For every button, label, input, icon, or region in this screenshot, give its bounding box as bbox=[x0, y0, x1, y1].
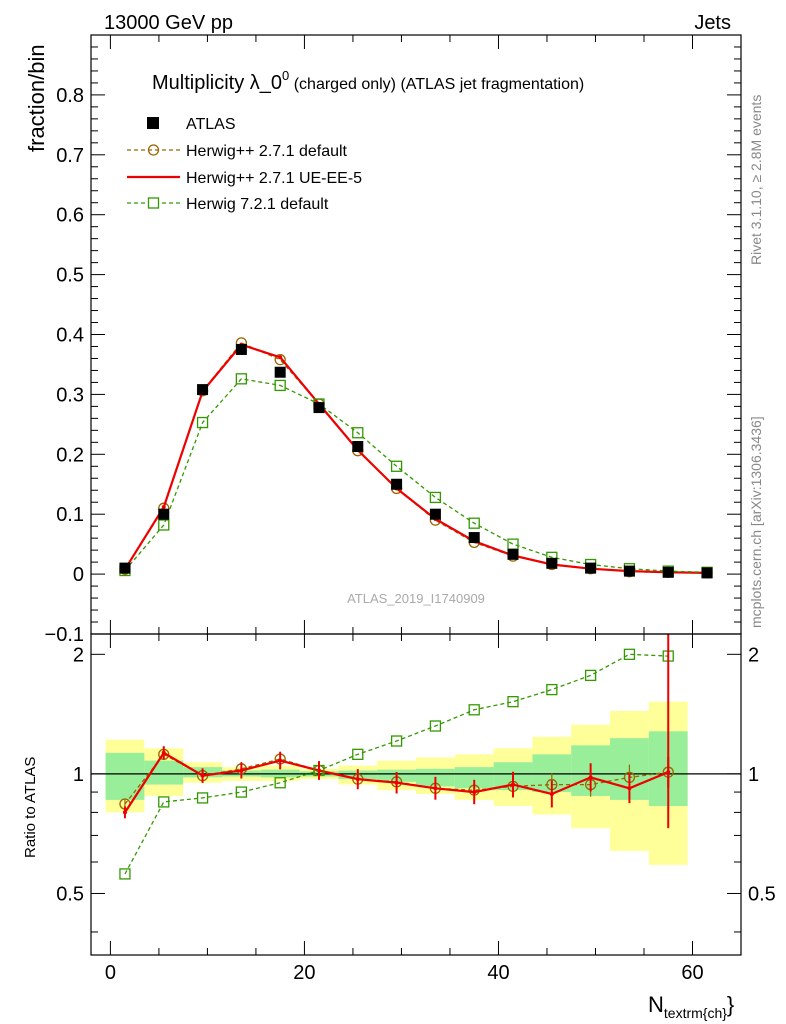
series-point-2 bbox=[161, 505, 166, 510]
series-point-3 bbox=[274, 379, 286, 392]
ratio-tick-label-left: 1 bbox=[73, 764, 84, 786]
ratio-line-3 bbox=[124, 653, 669, 875]
rivet-version-label: Rivet 3.1.10, ≥ 2.8M events bbox=[748, 95, 764, 265]
mcplots-label: mcplots.cern.ch [arXiv:1306.3436] bbox=[748, 416, 764, 628]
ratio-tick-label-left: 0.5 bbox=[56, 883, 84, 905]
data-point-atlas bbox=[197, 384, 209, 396]
series-point-3 bbox=[158, 519, 170, 531]
legend-label-herwig-default: Herwig++ 2.7.1 default bbox=[186, 143, 348, 160]
y-tick-label: 0.5 bbox=[56, 265, 84, 287]
series-point-3 bbox=[429, 491, 442, 504]
axes: 0 20 40 60−0.100.10.20.30.40.50.60.70.80.5 0… bbox=[45, 34, 776, 984]
data-point-atlas bbox=[158, 508, 170, 520]
x-axis-label-tail: } bbox=[727, 992, 734, 1017]
legend-label-atlas: ATLAS bbox=[186, 116, 236, 133]
y-tick-label: 0.4 bbox=[56, 325, 84, 347]
legend: ATLAS Herwig++ 2.7.1 default Herwig++ 2.… bbox=[127, 116, 362, 213]
series-line-2 bbox=[124, 343, 708, 574]
data-point-atlas bbox=[546, 557, 558, 569]
series-line-1 bbox=[124, 342, 708, 574]
ratio-point-3 bbox=[507, 696, 519, 708]
data-point-atlas bbox=[313, 402, 325, 414]
data-point-atlas bbox=[662, 566, 674, 578]
y-tick-label: 0.6 bbox=[56, 205, 84, 227]
ratio-y-axis-label: Ratio to ATLAS bbox=[22, 757, 39, 858]
ratio-point-3 bbox=[196, 792, 209, 804]
y-tick-label: 0.2 bbox=[56, 444, 84, 466]
y-tick-label: 0 bbox=[73, 564, 84, 586]
x-tick-label: 40 bbox=[487, 962, 509, 984]
ratio-band-1sigma bbox=[454, 767, 494, 789]
y-tick-label: 0.8 bbox=[56, 85, 84, 107]
header-left: 13000 GeV pp bbox=[104, 12, 233, 34]
series-line-3 bbox=[124, 378, 708, 573]
legend-marker-atlas bbox=[147, 117, 159, 129]
series-point-3 bbox=[196, 416, 209, 429]
data-point-atlas bbox=[623, 565, 635, 577]
ratio-point-3 bbox=[158, 796, 170, 808]
data-point-atlas bbox=[235, 343, 247, 355]
ratio-point-3 bbox=[119, 868, 131, 880]
legend-marker-herwig-default bbox=[147, 144, 160, 156]
series-point-3 bbox=[352, 427, 364, 439]
x-axis-label: Ntextrm{ch}} bbox=[648, 992, 734, 1021]
y-tick-label: −0.1 bbox=[45, 624, 84, 646]
ratio-point-3 bbox=[235, 786, 248, 798]
main-panel bbox=[119, 337, 713, 579]
ratio-point-3 bbox=[390, 735, 403, 747]
ratio-point-3 bbox=[352, 748, 364, 760]
data-point-atlas bbox=[391, 478, 403, 490]
data-point-atlas bbox=[507, 548, 519, 560]
x-tick-label: 60 bbox=[681, 962, 703, 984]
data-point-atlas bbox=[585, 562, 597, 574]
legend-marker-herwig7 bbox=[147, 197, 160, 209]
series-point-3 bbox=[390, 460, 403, 472]
data-point-atlas bbox=[119, 562, 131, 574]
x-tick-label: 20 bbox=[293, 962, 315, 984]
ratio-panel bbox=[91, 634, 741, 880]
series-point-3 bbox=[507, 538, 519, 550]
series-point-1 bbox=[274, 354, 286, 366]
series-point-3 bbox=[235, 373, 248, 385]
x-axis-label-sub: textrm{ch} bbox=[664, 1005, 727, 1021]
chart-title-main: Multiplicity λ_0 bbox=[152, 72, 282, 94]
x-axis-label-main: N bbox=[648, 992, 664, 1017]
data-point-atlas bbox=[352, 441, 364, 453]
legend-label-herwig-ueee5: Herwig++ 2.7.1 UE-EE-5 bbox=[186, 170, 362, 187]
legend-label-herwig7: Herwig 7.2.1 default bbox=[186, 196, 329, 213]
chart-title-sup: 0 bbox=[282, 68, 289, 83]
x-tick-label: 0 bbox=[105, 962, 116, 984]
y-tick-label: 0.7 bbox=[56, 145, 84, 167]
ratio-tick-label-left: 2 bbox=[73, 644, 84, 666]
data-point-atlas bbox=[429, 508, 441, 520]
series-point-2 bbox=[278, 355, 283, 360]
header-right: Jets bbox=[694, 12, 731, 34]
ratio-point-3 bbox=[274, 777, 286, 789]
ratio-tick-label-right: 0.5 bbox=[748, 883, 776, 905]
data-point-atlas bbox=[274, 366, 286, 378]
data-point-atlas bbox=[701, 567, 713, 579]
ratio-point-3 bbox=[623, 648, 636, 660]
ratio-frame bbox=[90, 633, 742, 956]
data-point-atlas bbox=[468, 532, 480, 544]
ratio-point-3 bbox=[546, 683, 558, 696]
ratio-point-3 bbox=[468, 704, 480, 716]
analysis-label: ATLAS_2019_I1740909 bbox=[347, 591, 485, 606]
ratio-point-3 bbox=[429, 720, 442, 732]
chart-title: Multiplicity λ_00 (charged only) (ATLAS … bbox=[152, 68, 584, 94]
ratio-tick-label-right: 2 bbox=[748, 644, 759, 666]
ratio-tick-label-right: 1 bbox=[748, 764, 759, 786]
y-tick-label: 0.1 bbox=[56, 504, 84, 526]
y-axis-label: fraction/bin bbox=[24, 44, 49, 152]
y-tick-label: 0.3 bbox=[56, 384, 84, 406]
ratio-point-3 bbox=[584, 669, 597, 682]
chart-title-rest: (charged only) (ATLAS jet fragmentation) bbox=[289, 76, 584, 93]
series-point-3 bbox=[468, 517, 480, 529]
